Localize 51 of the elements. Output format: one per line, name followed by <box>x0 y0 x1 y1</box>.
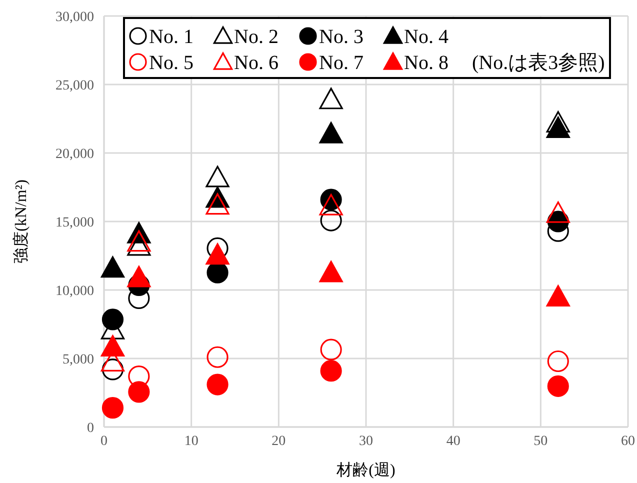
point <box>319 194 343 216</box>
point <box>319 122 343 144</box>
x-tick-label: 40 <box>446 434 460 449</box>
point <box>547 350 569 372</box>
point <box>102 308 124 330</box>
point <box>319 88 343 110</box>
point <box>127 230 151 252</box>
legend-label: No. 8 <box>404 52 448 74</box>
x-tick-label: 0 <box>100 434 108 449</box>
point <box>100 256 125 278</box>
point <box>100 335 125 356</box>
point <box>102 358 124 380</box>
x-tick-label: 20 <box>272 434 286 449</box>
y-tick-label: 25,000 <box>56 78 94 94</box>
point <box>546 201 570 223</box>
y-tick-label: 0 <box>87 421 94 436</box>
x-axis-title: 材齢(週) <box>336 461 396 479</box>
point <box>206 374 228 396</box>
y-tick-label: 15,000 <box>56 216 94 230</box>
point <box>206 346 228 368</box>
point <box>206 166 230 188</box>
y-tick-label: 30,000 <box>56 10 94 25</box>
point <box>319 260 343 282</box>
legend-label: No. 5 <box>149 52 194 74</box>
legend-label: No. 4 <box>404 26 448 48</box>
point <box>547 375 569 397</box>
y-tick-label: 5,000 <box>62 352 94 368</box>
x-tick-label: 30 <box>359 434 373 449</box>
legend-label: No. 3 <box>319 26 364 48</box>
legend-label: No. 7 <box>319 52 364 74</box>
point <box>320 360 342 382</box>
y-axis-title: 強度(kN/m²) <box>12 180 30 264</box>
x-tick-label: 60 <box>621 434 635 449</box>
legend-label: No. 6 <box>234 52 278 74</box>
annotation: (No.は表3参照) <box>472 52 605 74</box>
point <box>546 285 570 306</box>
point <box>206 193 230 215</box>
point <box>206 243 230 265</box>
legend-label: No. 1 <box>149 26 194 48</box>
point <box>320 338 342 360</box>
y-tick-label: 10,000 <box>56 284 94 299</box>
point <box>546 111 570 132</box>
point <box>320 210 342 232</box>
point <box>546 116 570 138</box>
point <box>128 381 150 403</box>
point <box>127 266 151 288</box>
legend-label: No. 2 <box>234 26 278 48</box>
x-tick-label: 10 <box>184 434 198 449</box>
point <box>102 397 124 419</box>
y-tick-label: 20,000 <box>56 147 94 162</box>
x-tick-label: 50 <box>534 434 548 449</box>
